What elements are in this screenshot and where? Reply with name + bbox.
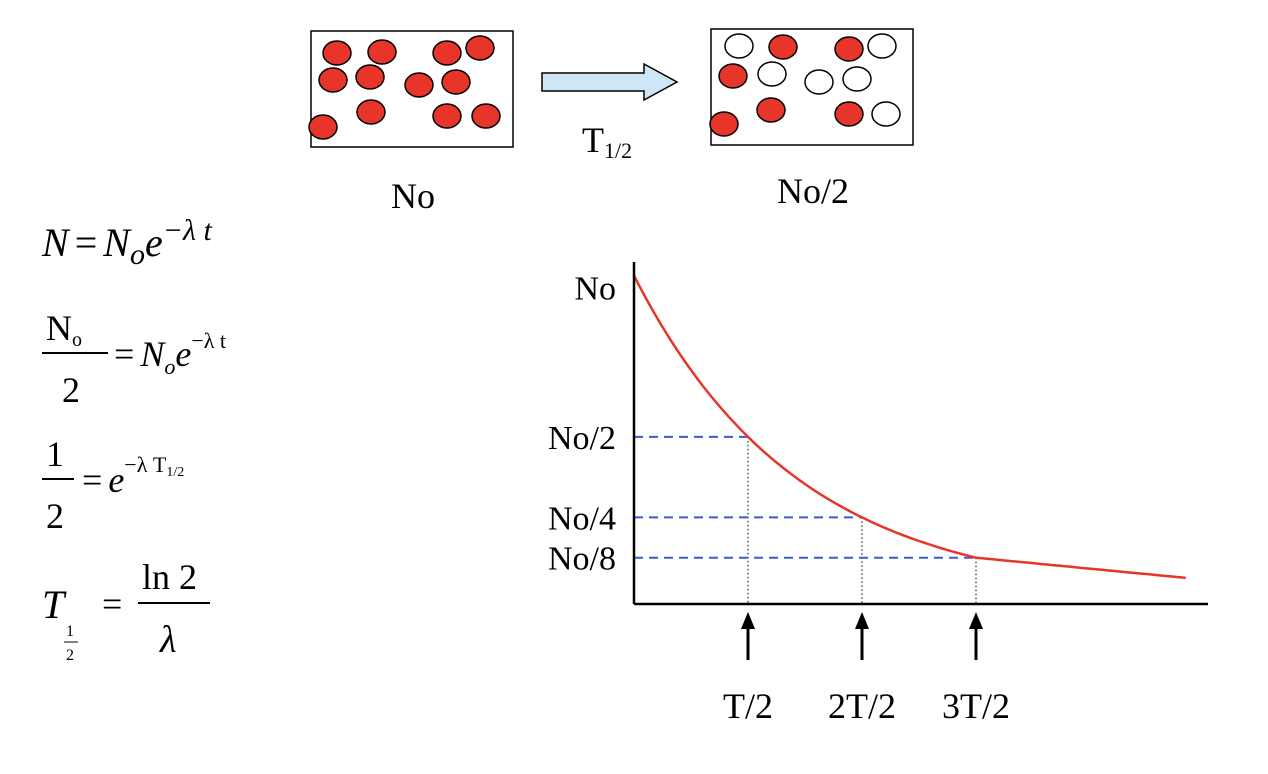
- half-life-arrow-label: T1/2: [582, 120, 632, 163]
- half-life-arrow: [541, 62, 679, 102]
- half-decayed-sample-label: No/2: [777, 171, 849, 211]
- equation-half-life: T 1 2 = ln 2 λ: [42, 557, 210, 664]
- active-particle: [768, 34, 798, 60]
- active-particle: [834, 101, 864, 127]
- decayed-particle: [724, 33, 754, 59]
- x-tick-label: 3T/2: [942, 686, 1010, 726]
- y-tick-label: No/4: [548, 500, 616, 537]
- svg-text:1: 1: [66, 623, 74, 640]
- svg-text:N=Noe−λ t: N = Noe−λ t: [41, 214, 212, 271]
- active-particle: [471, 103, 501, 129]
- svg-text:=e−λ T1/2: = e−λ T1/2: [82, 452, 184, 500]
- active-particle: [718, 63, 748, 89]
- decay-chart: No No/2 No/4 No/8 T/2 2T/2 3T/2: [548, 262, 1208, 726]
- active-particle: [404, 72, 434, 98]
- half-decayed-sample-box: [709, 28, 914, 146]
- x-marker-arrowhead: [969, 612, 983, 629]
- active-particle: [432, 103, 462, 129]
- active-particle: [834, 36, 864, 62]
- initial-sample-box: [308, 30, 514, 148]
- decayed-particle: [867, 33, 897, 59]
- active-particle: [308, 114, 338, 140]
- active-particle: [356, 99, 386, 125]
- active-particle: [441, 69, 471, 95]
- equation-half-ratio: 1 2 = e−λ T1/2: [42, 434, 184, 536]
- x-tick-label: 2T/2: [828, 686, 896, 726]
- svg-text:1: 1: [46, 434, 64, 474]
- decayed-particle: [842, 66, 872, 92]
- active-particle: [709, 111, 739, 137]
- equation-decay-law: N = Noe−λ t: [41, 214, 212, 271]
- equation-half-substitution: No 2 = Noe−λ t: [42, 308, 226, 410]
- active-particle: [465, 35, 495, 61]
- y-tick-label: No/8: [548, 541, 616, 578]
- y-tick-label: No/2: [548, 420, 616, 457]
- decay-curve: [632, 275, 1186, 580]
- svg-text:=Noe−λ t: = Noe−λ t: [114, 328, 226, 379]
- svg-text:=: =: [102, 584, 122, 624]
- active-particle: [367, 39, 397, 65]
- svg-text:No: No: [46, 308, 82, 351]
- svg-text:2: 2: [46, 496, 64, 536]
- svg-text:ln 2: ln 2: [142, 557, 197, 597]
- svg-text:2: 2: [66, 647, 74, 664]
- active-particle: [318, 67, 348, 93]
- x-tick-label: T/2: [723, 686, 773, 726]
- svg-text:λ: λ: [159, 619, 176, 661]
- initial-sample-label: No: [391, 176, 435, 216]
- active-particle: [432, 40, 462, 66]
- svg-text:T: T: [42, 582, 67, 627]
- x-marker-arrowhead: [741, 612, 755, 629]
- active-particle: [322, 40, 352, 66]
- active-particle: [756, 97, 786, 123]
- active-particle: [355, 64, 385, 90]
- decayed-particle: [804, 69, 834, 95]
- svg-text:2: 2: [62, 370, 80, 410]
- decayed-particle: [871, 101, 901, 127]
- decayed-particle: [757, 61, 787, 87]
- x-marker-arrowhead: [855, 612, 869, 629]
- y-tick-label: No: [574, 271, 616, 308]
